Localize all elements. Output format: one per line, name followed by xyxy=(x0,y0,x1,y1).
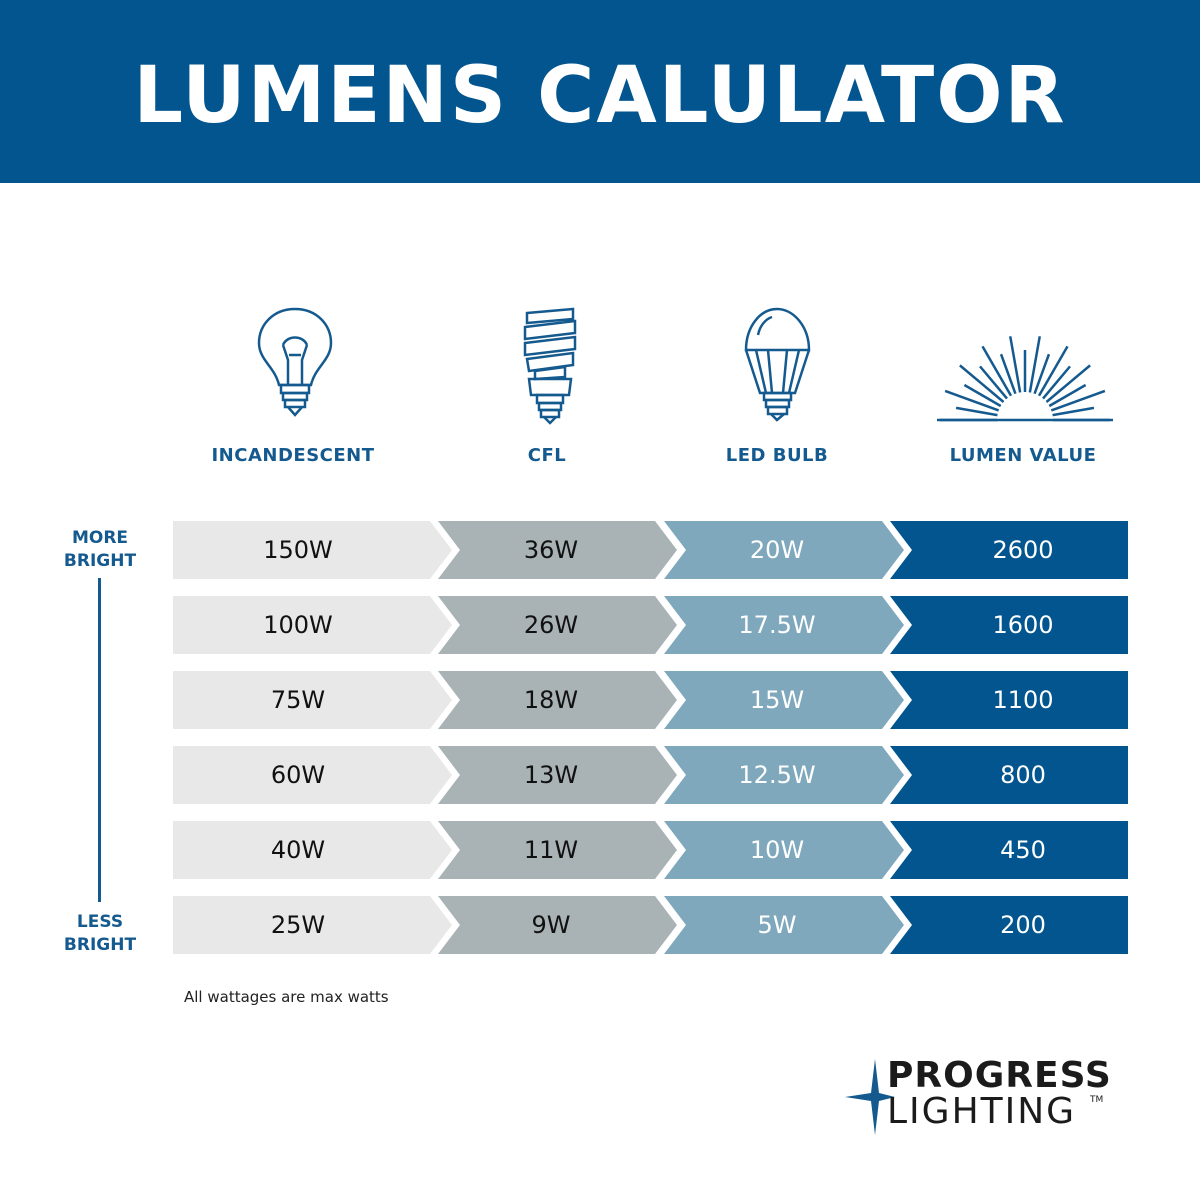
lumen-ray xyxy=(1009,336,1022,393)
incandescent-value: 75W xyxy=(270,686,326,714)
lumen-value: 200 xyxy=(1000,911,1046,939)
led-cell-shape xyxy=(664,896,904,954)
incandescent-cell-shape xyxy=(173,521,452,579)
lumen-cell-shape xyxy=(890,746,1128,804)
cfl-cell-shape xyxy=(438,671,677,729)
lumen-ray xyxy=(1037,345,1069,397)
lumen-rays-icon xyxy=(937,336,1113,422)
lumen-cell-shape xyxy=(890,521,1128,579)
incandescent-value: 150W xyxy=(263,536,333,564)
led-cell-shape xyxy=(664,746,904,804)
header-banner: LUMENS CALULATOR xyxy=(0,0,1200,183)
lumen-cell-shape xyxy=(890,596,1128,654)
less-bright-label: LESS BRIGHT xyxy=(40,911,160,957)
incandescent-value: 25W xyxy=(270,911,326,939)
cfl-cell-shape xyxy=(438,746,677,804)
lumen-ray xyxy=(981,345,1013,397)
lumen-ray xyxy=(1052,406,1095,417)
lumen-ray xyxy=(963,383,1002,408)
page-title: LUMENS CALULATOR xyxy=(133,50,1067,141)
bright-label: BRIGHT xyxy=(63,935,137,955)
cfl-value: 18W xyxy=(523,686,579,714)
led-value: 20W xyxy=(749,536,805,564)
incandescent-value: 60W xyxy=(270,761,326,789)
cfl-cell-shape xyxy=(438,596,677,654)
logo-progress: PROGRESS xyxy=(887,1055,1112,1096)
lumen-ray xyxy=(1048,383,1087,408)
led-value: 17.5W xyxy=(738,611,816,639)
lumen-ray xyxy=(1045,364,1091,403)
lumen-value: 800 xyxy=(1000,761,1046,789)
led-value: 15W xyxy=(749,686,805,714)
column-header-lumen-value: LUMEN VALUE xyxy=(949,445,1097,466)
logo-trademark: TM xyxy=(1090,1095,1104,1105)
brightness-scale-line xyxy=(98,578,101,902)
lumen-value: 1100 xyxy=(992,686,1054,714)
incandescent-cell-shape xyxy=(173,896,452,954)
star-icon xyxy=(845,1059,895,1135)
column-header-cfl: CFL xyxy=(527,445,567,466)
table-row xyxy=(173,521,1128,579)
cfl-value: 11W xyxy=(523,836,579,864)
cfl-cell-shape xyxy=(438,821,677,879)
bright-label: BRIGHT xyxy=(63,551,137,571)
cfl-value: 13W xyxy=(523,761,579,789)
lumen-ray xyxy=(1028,336,1041,393)
incandescent-cell-shape xyxy=(173,596,452,654)
lumen-ray xyxy=(944,389,1000,412)
table-row xyxy=(173,596,1128,654)
lumen-cell-shape xyxy=(890,671,1128,729)
led-cell-shape xyxy=(664,521,904,579)
lumen-ray xyxy=(959,364,1005,403)
column-header-led-bulb: LED BULB xyxy=(725,445,829,466)
led-value: 12.5W xyxy=(738,761,816,789)
incandescent-cell-shape xyxy=(173,821,452,879)
table-row xyxy=(173,821,1128,879)
lumen-value: 1600 xyxy=(992,611,1054,639)
table-row xyxy=(173,746,1128,804)
led-value: 5W xyxy=(757,911,797,939)
less-label: LESS xyxy=(76,912,124,932)
lumen-ray xyxy=(1033,353,1051,395)
led-cell-shape xyxy=(664,671,904,729)
incandescent-value: 40W xyxy=(270,836,326,864)
lumen-cell-shape xyxy=(890,821,1128,879)
incandescent-cell-shape xyxy=(173,671,452,729)
more-bright-label: MORE BRIGHT xyxy=(40,527,160,573)
incandescent-cell-shape xyxy=(173,746,452,804)
footnote: All wattages are max watts xyxy=(184,988,389,1006)
cfl-bulb-icon xyxy=(523,307,577,425)
cfl-value: 36W xyxy=(523,536,579,564)
lumen-cell-shape xyxy=(890,896,1128,954)
more-label: MORE xyxy=(71,528,129,548)
lumen-value: 450 xyxy=(1000,836,1046,864)
table-row xyxy=(173,671,1128,729)
incandescent-value: 100W xyxy=(263,611,333,639)
cfl-value: 9W xyxy=(531,911,571,939)
lumen-value: 2600 xyxy=(992,536,1054,564)
led-value: 10W xyxy=(749,836,805,864)
table-row xyxy=(173,896,1128,954)
lumen-ray xyxy=(1042,365,1071,400)
lumen-ray xyxy=(999,353,1017,395)
logo-lighting: LIGHTING xyxy=(887,1091,1077,1132)
lumen-ray xyxy=(979,365,1008,400)
led-bulb-icon xyxy=(744,307,811,422)
lumen-ray xyxy=(955,406,998,417)
cfl-cell-shape xyxy=(438,521,677,579)
cfl-cell-shape xyxy=(438,896,677,954)
lumen-ray xyxy=(1050,389,1106,412)
incandescent-bulb-icon xyxy=(257,307,333,417)
column-header-incandescent: INCANDESCENT xyxy=(211,445,375,466)
led-cell-shape xyxy=(664,596,904,654)
cfl-value: 26W xyxy=(523,611,579,639)
led-cell-shape xyxy=(664,821,904,879)
